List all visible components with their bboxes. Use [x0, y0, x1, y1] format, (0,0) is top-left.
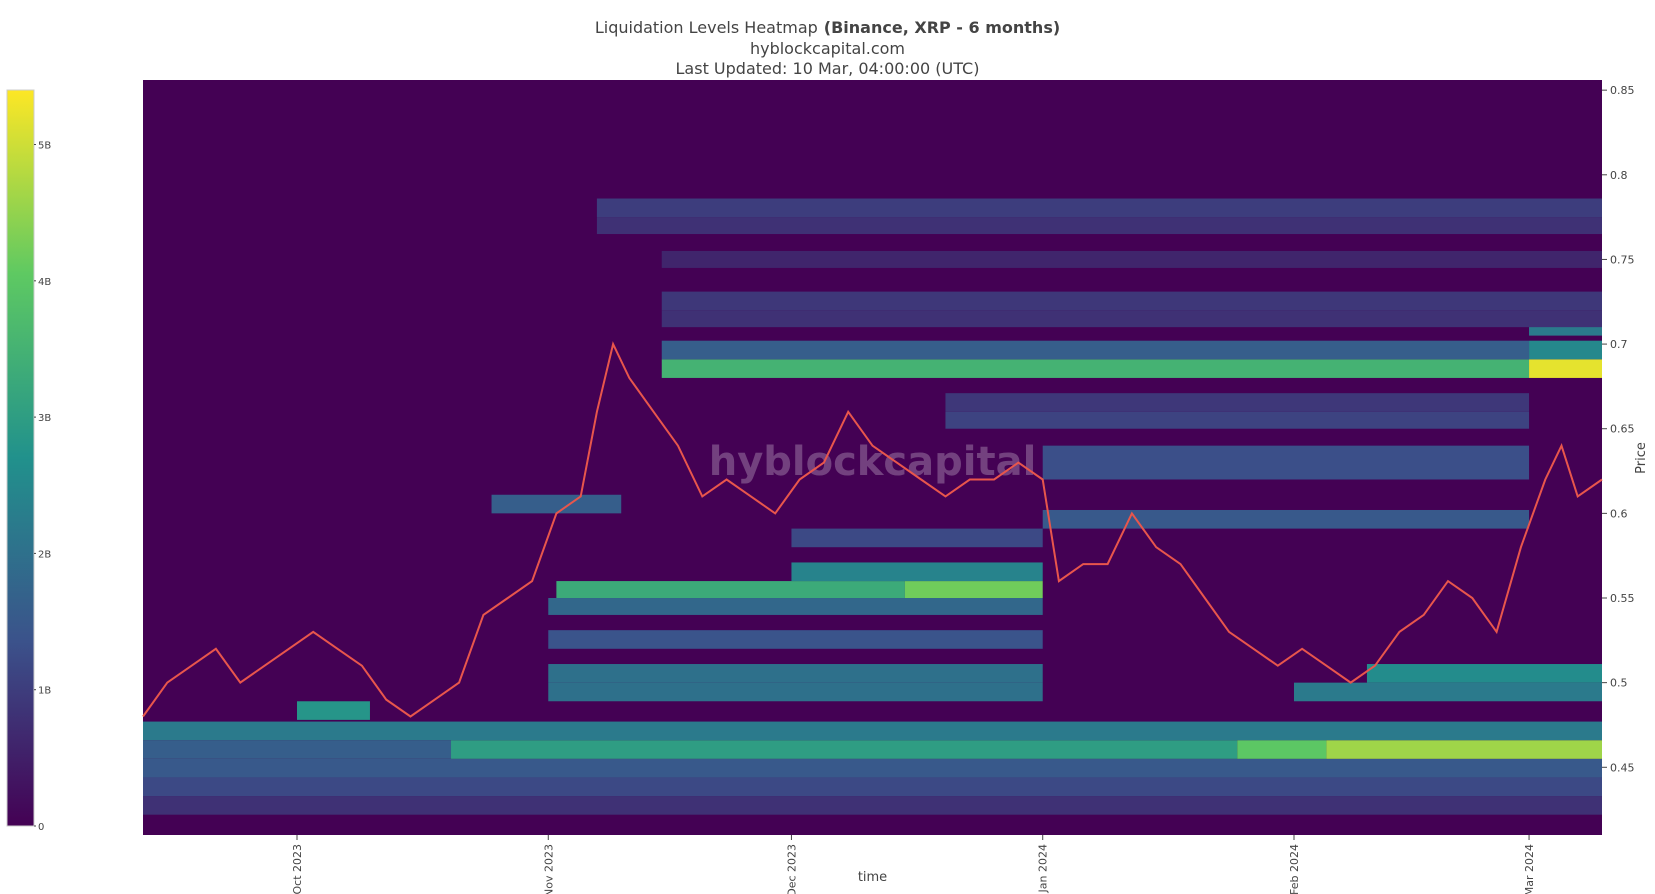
y-axis-label: Price: [1634, 442, 1649, 474]
heat-cell: [1529, 359, 1602, 378]
heat-cell: [1293, 682, 1602, 702]
x-tick-label: Dec 2023: [785, 844, 798, 894]
heat-cell: [661, 310, 1602, 328]
heat-cell: [548, 664, 1043, 683]
heat-cell: [661, 340, 1530, 360]
x-axis-label: time: [858, 870, 887, 885]
heat-cell: [791, 528, 1043, 548]
heat-cell: [143, 777, 1602, 797]
heat-cell: [297, 701, 370, 720]
heat-cell: [143, 740, 452, 759]
title-text: Liquidation Levels Heatmap: [594, 18, 818, 37]
price-line: [142, 341, 1603, 718]
y-tick-label: 0.5: [1610, 677, 1628, 690]
y-tick-label: 0.85: [1610, 84, 1635, 97]
colorbar-tick-label: 5B: [38, 141, 51, 152]
heat-cell: [904, 581, 1043, 599]
heat-cell: [1042, 445, 1530, 480]
y-tick-label: 0.75: [1610, 253, 1635, 266]
heat-cell: [548, 598, 1043, 615]
heat-cell: [791, 562, 1043, 582]
heat-cell: [143, 721, 1602, 741]
title-bold: (Binance, XRP - 6 months): [823, 18, 1061, 37]
heat-cell: [945, 411, 1530, 429]
y-tick-label: 0.45: [1610, 761, 1635, 774]
colorbar-tick-label: 3B: [38, 413, 51, 424]
heat-cell: [491, 494, 622, 514]
x-tick-label: Jan 2024: [1037, 844, 1050, 893]
title: Liquidation Levels Heatmap (Binance, XRP …: [0, 18, 1655, 37]
y-tick-label: 0.65: [1610, 423, 1635, 436]
heat-cell: [1529, 340, 1602, 360]
colorbar-tick-label: 1B: [38, 686, 51, 697]
heat-cell: [548, 682, 1043, 702]
heat-cell: [143, 758, 1602, 778]
x-tick-label: Nov 2023: [542, 844, 555, 894]
subtitle: hyblockcapital.com: [749, 39, 906, 58]
y-tick-label: 0.55: [1610, 592, 1635, 605]
heat-cell: [143, 796, 1602, 815]
colorbar-tick-label: 2B: [38, 549, 51, 560]
x-tick-label: Feb 2024: [1288, 844, 1301, 894]
colorbar-tick-label: 0: [38, 822, 44, 833]
heat-cell: [945, 393, 1530, 412]
heat-cell: [556, 581, 905, 599]
updated: Last Updated: 10 Mar, 04:00:00 (UTC): [675, 59, 980, 78]
heat-cell: [451, 740, 1238, 759]
heat-cell: [1237, 740, 1327, 759]
x-tick-label: Mar 2024: [1523, 844, 1536, 894]
y-tick-label: 0.7: [1610, 338, 1628, 351]
colorbar: [6, 89, 35, 827]
x-tick-label: Oct 2023: [291, 844, 304, 894]
heat-cell: [661, 250, 1602, 268]
heat-cell: [661, 291, 1602, 311]
heat-cell: [548, 630, 1043, 649]
heat-cell: [661, 359, 1530, 378]
heat-cell: [596, 217, 1602, 235]
heat-cell: [1042, 509, 1530, 529]
heat-cell: [1366, 664, 1602, 683]
heat-cell: [596, 198, 1602, 218]
colorbar-tick-label: 4B: [38, 277, 51, 288]
y-tick-label: 0.6: [1610, 507, 1628, 520]
heat-cell: [1326, 740, 1602, 759]
y-tick-label: 0.8: [1610, 169, 1628, 182]
